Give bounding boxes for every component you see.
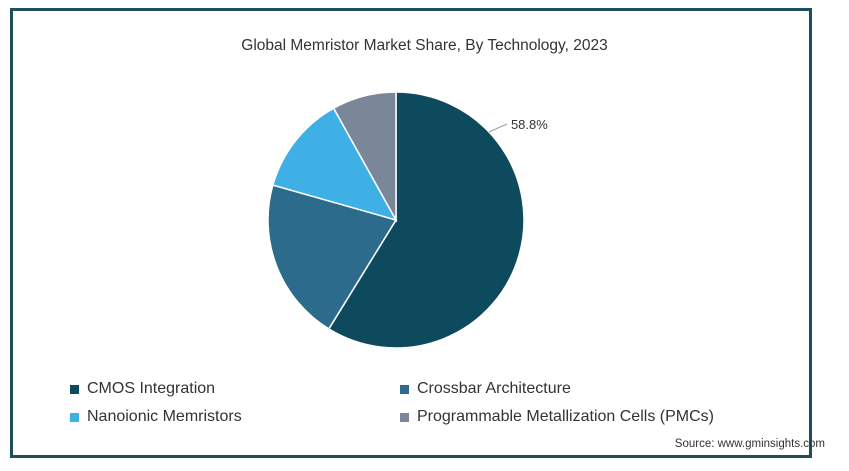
legend-swatch-pmcs [400, 412, 409, 422]
legend-swatch-crossbar-architecture [400, 384, 409, 394]
pie-slice-crossbar-architecture [267, 184, 398, 330]
pie-slice-cmos-integration [327, 91, 525, 349]
legend-label-nanoionic-memristors: Nanoionic Memristors [87, 408, 242, 425]
legend-item-cmos-integration: CMOS Integration [70, 380, 400, 398]
pie-slice-pmcs [332, 91, 397, 223]
data-label-leader-cmos-integration [488, 123, 508, 133]
legend-item-nanoionic-memristors: Nanoionic Memristors [70, 408, 400, 426]
legend-item-crossbar-architecture: Crossbar Architecture [400, 380, 770, 398]
legend-swatch-cmos-integration [70, 384, 79, 394]
data-label-cmos-integration: 58.8% [511, 117, 548, 132]
legend-label-cmos-integration: CMOS Integration [87, 380, 216, 397]
source-note: Source: www.gminsights.com [674, 438, 825, 450]
chart-title: Global Memristor Market Share, By Techno… [241, 37, 608, 54]
legend-swatch-nanoionic-memristors [70, 412, 79, 422]
legend-item-pmcs: Programmable Metallization Cells (PMCs) [400, 408, 770, 426]
pie-slice-nanoionic-memristors [271, 107, 398, 222]
legend: CMOS Integration Crossbar Architecture N… [70, 380, 770, 426]
legend-label-pmcs: Programmable Metallization Cells (PMCs) [417, 408, 714, 425]
legend-label-crossbar-architecture: Crossbar Architecture [417, 380, 571, 397]
